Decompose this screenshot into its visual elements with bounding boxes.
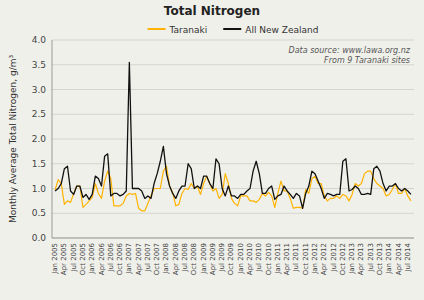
x-tick-label: Jan 2007 (125, 243, 133, 275)
x-tick-label: Apr 2006 (98, 242, 106, 275)
x-tick-label: Apr 2012 (320, 243, 328, 275)
y-tick-label: 0.0 (32, 233, 47, 243)
grid-line (52, 89, 414, 90)
x-axis (52, 238, 414, 239)
y-axis (52, 40, 53, 238)
x-tick-label: Jan 2010 (237, 243, 245, 275)
x-tick-label: Jan 2013 (348, 243, 356, 275)
x-tick-label: Apr 2011 (283, 243, 291, 275)
grid-line (52, 163, 414, 164)
series-line (55, 62, 411, 208)
x-tick-label: Oct 2013 (376, 243, 384, 275)
lines (55, 62, 411, 211)
title: Total Nitrogen (164, 4, 260, 18)
legend: Taranaki All New Zealand (148, 25, 319, 35)
grid-line (52, 114, 414, 115)
x-tick-label: Apr 2005 (60, 243, 68, 275)
x-tick-label: Oct 2008 (190, 243, 198, 275)
x-tick-label: Oct 2006 (116, 242, 124, 275)
x-tick-label: Jul 2011 (292, 243, 300, 273)
y-tick-label: 2.5 (32, 109, 46, 119)
y-axis-label: Monthly Average Total Nitrogen, g/m³ (8, 55, 18, 224)
y-tick-label: 3.5 (32, 60, 46, 70)
y-tick-label: 0.5 (32, 208, 46, 218)
x-tick-label: Jul 2009 (218, 243, 226, 273)
x-tick-label: Jan 2009 (200, 243, 208, 275)
annotation: Data source: www.lawa.org.nzFrom 9 Taran… (289, 46, 411, 65)
y-tick-label: 3.0 (32, 85, 47, 95)
x-tick-label: Apr 2007 (135, 243, 143, 275)
x-tick-label: Apr 2009 (209, 243, 217, 275)
x-tick-label: Jan 2012 (311, 243, 319, 275)
x-tick-label: Jan 2011 (274, 243, 282, 275)
grid-line (52, 139, 414, 140)
legend-swatch (223, 28, 241, 30)
x-tick-label: Oct 2007 (153, 243, 161, 275)
x-tick-label: Oct 2009 (227, 243, 235, 275)
x-tick-label: Jul 2012 (330, 243, 338, 273)
grid-line (52, 188, 414, 189)
x-tick-label: Jan 2014 (385, 242, 393, 274)
y-tick-label: 2.0 (32, 134, 47, 144)
legend-swatch (148, 28, 166, 30)
legend-label: All New Zealand (245, 25, 318, 35)
x-tick-label: Jan 2006 (88, 242, 96, 274)
grid-line (52, 40, 414, 41)
x-tick-label: Jul 2010 (255, 243, 263, 273)
x-tick-label: Jul 2008 (181, 243, 189, 273)
legend-item: Taranaki (148, 25, 208, 35)
grid (52, 40, 414, 238)
grid-line (52, 213, 414, 214)
background (0, 0, 424, 300)
chart: 0.00.51.01.52.02.53.03.54.0Jan 2005Apr 2… (0, 0, 424, 300)
y-tick-label: 1.0 (32, 184, 47, 194)
y-tick-label: 1.5 (32, 159, 46, 169)
legend-label: Taranaki (169, 25, 208, 35)
x-tick-label: Jul 2014 (404, 242, 412, 272)
x-tick-label: Apr 2010 (246, 243, 254, 275)
x-tick-label: Jan 2008 (162, 243, 170, 275)
x-tick-label: Oct 2012 (339, 243, 347, 275)
x-tick-label: Apr 2008 (172, 243, 180, 275)
grid-line (52, 238, 414, 239)
x-tick-label: Jul 2007 (144, 243, 152, 273)
x-tick-label: Apr 2014 (395, 242, 403, 275)
x-tick-label: Jul 2006 (107, 242, 115, 272)
legend-item: All New Zealand (223, 25, 318, 35)
x-tick-label: Jul 2005 (70, 243, 78, 273)
x-tick-label: Oct 2010 (265, 243, 273, 275)
x-tick-label: Jul 2013 (367, 243, 375, 273)
x-tick-label: Oct 2011 (302, 243, 310, 275)
x-tick-label: Jan 2005 (51, 243, 59, 275)
x-tick-label: Apr 2013 (357, 243, 365, 275)
x-tick-label: Oct 2005 (79, 243, 87, 275)
y-tick-label: 4.0 (32, 35, 47, 45)
